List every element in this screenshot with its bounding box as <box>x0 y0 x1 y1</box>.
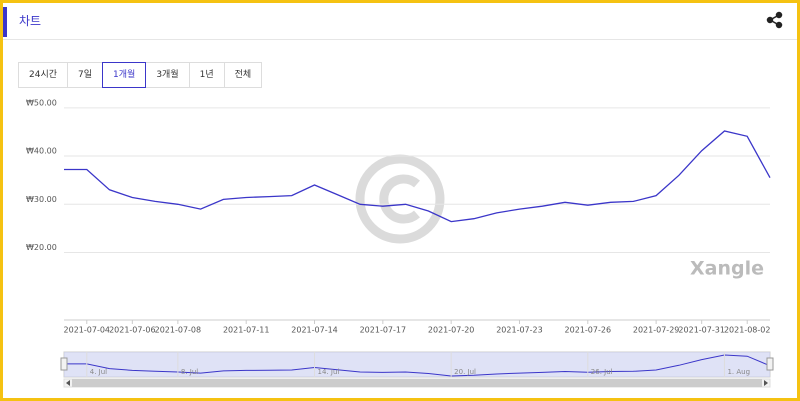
header: 차트 <box>3 3 797 40</box>
x-tick-label: 2021-07-26 <box>565 326 612 335</box>
navigator-handle[interactable] <box>60 357 68 371</box>
watermark-logo <box>355 154 445 244</box>
x-tick-label: 2021-07-04 <box>64 326 111 335</box>
navigator-line <box>64 354 771 377</box>
y-tick-label: ₩30.00 <box>26 195 57 204</box>
scrollbar-thumb[interactable] <box>72 379 762 387</box>
y-tick-label: ₩20.00 <box>26 243 57 252</box>
navigator-handle[interactable] <box>766 357 774 371</box>
navigator-label: 1. Aug <box>727 368 750 376</box>
x-tick-label: 2021-07-20 <box>428 326 475 335</box>
x-tick-label: 2021-07-06 <box>109 326 156 335</box>
x-tick-label: 2021-07-08 <box>155 326 202 335</box>
navigator-label: 14. Jul <box>318 368 340 376</box>
header-title: 차트 <box>19 14 42 28</box>
scroll-right[interactable] <box>764 380 768 386</box>
chart: Xangle ₩50.00 ₩40.00 ₩30.00 ₩20.00 2021-07-0… <box>26 11 783 388</box>
x-tick-label: 2021-07-23 <box>496 326 543 335</box>
x-tick-label: 2021-07-31 <box>678 326 725 335</box>
y-tick-label: ₩40.00 <box>26 147 57 156</box>
navigator-label: 20. Jul <box>454 368 476 376</box>
navigator-label: 4. Jul <box>90 368 107 376</box>
x-tick-label: 2021-07-14 <box>291 326 338 335</box>
range-tab[interactable]: 1개월 <box>102 62 147 88</box>
range-tab[interactable]: 24시간 <box>18 62 69 88</box>
header-accent <box>3 7 7 37</box>
watermark: Xangle <box>690 258 764 280</box>
x-tick-label: 2021-07-11 <box>223 326 270 335</box>
range-tab[interactable]: 전체 <box>223 62 263 88</box>
x-tick-label: 2021-08-02 <box>724 326 771 335</box>
x-tick-label: 2021-07-17 <box>360 326 407 335</box>
price-line <box>64 130 771 223</box>
navigator-label: 26. Jul <box>591 368 613 376</box>
navigator-label: 8. Jul <box>181 368 198 376</box>
range-tab[interactable]: 3개월 <box>145 62 190 88</box>
share-icon[interactable] <box>766 11 783 29</box>
range-tab[interactable]: 7일 <box>67 62 104 88</box>
x-tick-label: 2021-07-29 <box>633 326 680 335</box>
scroll-left[interactable] <box>66 380 70 386</box>
range-tabs: 24시간 7일 1개월 3개월 1년 전체 <box>18 62 263 88</box>
y-tick-label: ₩50.00 <box>26 98 57 107</box>
